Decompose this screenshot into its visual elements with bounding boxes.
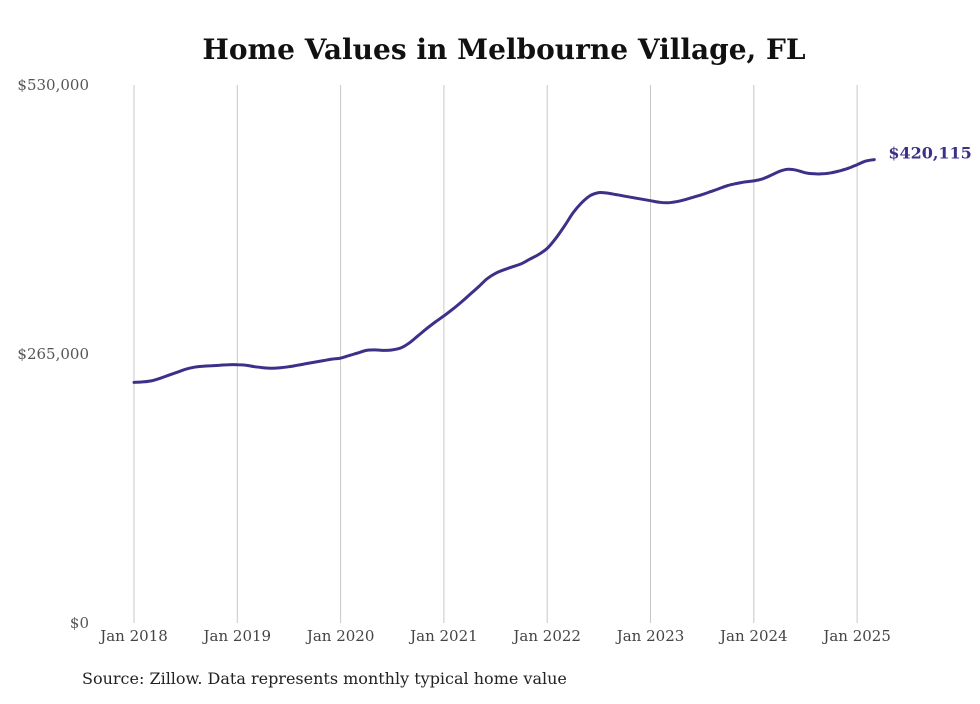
x-tick-label: Jan 2024	[718, 627, 788, 645]
x-axis-ticks: Jan 2018 Jan 2019 Jan 2020 Jan 2021 Jan 2022…	[98, 627, 891, 645]
y-tick-label: $0	[70, 614, 89, 632]
chart-title: Home Values in Melbourne Village, FL	[202, 33, 805, 66]
x-tick-label: Jan 2022	[511, 627, 581, 645]
x-tick-label: Jan 2019	[202, 627, 272, 645]
x-tick-label: Jan 2020	[305, 627, 375, 645]
series-line-home-values	[132, 158, 876, 384]
grid-lines	[133, 85, 858, 623]
y-tick-label: $530,000	[17, 76, 89, 94]
x-tick-label: Jan 2018	[98, 627, 168, 645]
y-axis-ticks: $0 $265,000 $530,000	[17, 76, 89, 632]
source-note: Source: Zillow. Data represents monthly …	[82, 669, 567, 688]
end-value-label: $420,115	[888, 144, 972, 163]
x-tick-label: Jan 2025	[821, 627, 891, 645]
y-tick-label: $265,000	[17, 345, 89, 363]
x-tick-label: Jan 2023	[615, 627, 685, 645]
x-tick-label: Jan 2021	[408, 627, 478, 645]
